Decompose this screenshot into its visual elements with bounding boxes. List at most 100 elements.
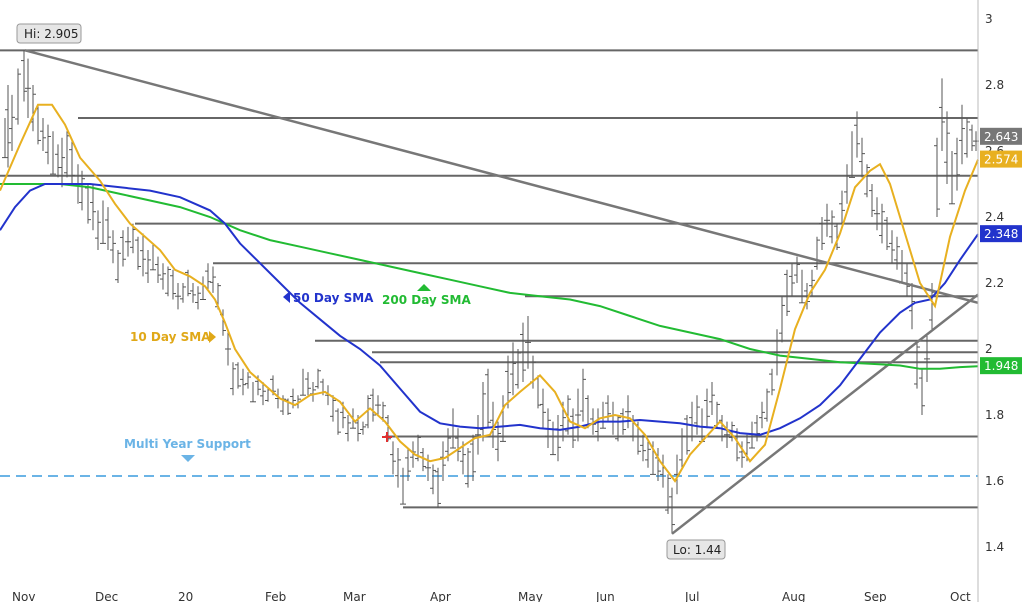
price-bar	[375, 395, 381, 415]
hi-label-text: Hi: 2.905	[24, 27, 79, 41]
price-bar	[470, 434, 476, 481]
price-bar	[455, 428, 461, 462]
price-bar	[45, 124, 51, 165]
price-bar	[420, 448, 426, 472]
price-bar	[540, 388, 546, 429]
price-bar	[580, 368, 586, 422]
price-bar	[814, 236, 820, 270]
price-bar	[185, 269, 191, 297]
price-bar	[200, 276, 206, 300]
x-tick-label: Jul	[684, 590, 699, 602]
50-day-sma-line	[0, 183, 979, 436]
price-bar	[110, 230, 116, 264]
price-bar	[939, 78, 945, 151]
price-bar	[909, 283, 915, 330]
x-tick-label: Apr	[430, 590, 451, 602]
price-tag-bg	[980, 150, 1022, 168]
price-bar	[235, 362, 241, 389]
price-bar	[315, 368, 321, 389]
price-bar	[100, 200, 106, 244]
price-bar	[50, 131, 56, 175]
price-bar	[774, 329, 780, 376]
price-tag-bg	[980, 127, 1022, 145]
price-bar	[859, 137, 865, 178]
horizontal-levels	[0, 49, 978, 509]
price-bar	[180, 283, 186, 303]
y-tick-label: 2	[985, 342, 993, 356]
y-tick-label: 2.4	[985, 210, 1004, 224]
price-bar	[230, 362, 236, 396]
price-bar	[889, 230, 895, 264]
x-tick-label: Aug	[782, 590, 805, 602]
price-bar	[759, 401, 765, 429]
support-arrow-icon	[181, 455, 195, 462]
y-tick-label: 2.8	[985, 78, 1004, 92]
price-bar	[500, 395, 506, 442]
price-bar	[69, 141, 75, 184]
price-bar	[105, 207, 111, 250]
price-bar	[969, 124, 975, 151]
price-bar	[260, 382, 266, 406]
price-bar	[175, 283, 181, 310]
price-bar	[40, 118, 46, 151]
price-bar	[440, 441, 446, 481]
price-bar	[679, 428, 685, 468]
price-bar	[944, 111, 950, 184]
price-bar	[784, 269, 790, 316]
x-tick-label: Mar	[343, 590, 366, 602]
price-bar	[115, 250, 121, 283]
price-bar	[140, 233, 146, 277]
price-bar	[849, 131, 855, 178]
price-bar	[505, 355, 511, 409]
price-bar	[370, 388, 376, 422]
x-tick-label: Jun	[595, 590, 615, 602]
price-tag-bg	[980, 357, 1022, 375]
price-bar	[250, 382, 256, 403]
price-tag-text: 2.643	[984, 130, 1018, 144]
price-bar	[480, 382, 486, 442]
price-bar	[9, 94, 15, 151]
price-bar	[709, 382, 715, 415]
price-bar	[345, 415, 351, 442]
price-bar	[724, 421, 730, 448]
price-bar	[640, 434, 646, 462]
price-bar	[160, 263, 166, 290]
price-bar	[684, 415, 690, 455]
price-bar	[645, 441, 651, 468]
price-bar	[625, 395, 631, 429]
price-bar	[794, 256, 800, 283]
x-tick-label: 20	[178, 590, 193, 602]
ohlc-bars	[2, 50, 979, 534]
price-bar	[615, 415, 621, 442]
price-bar	[335, 408, 341, 435]
sma50-label: 50 Day SMA	[293, 291, 374, 305]
sma200-arrow-icon	[417, 284, 431, 291]
price-tags: 2.643 2.574 2.348 1.948	[980, 127, 1022, 375]
price-bar	[824, 203, 830, 237]
y-tick-label: 2.2	[985, 276, 1004, 290]
sma200-label: 200 Day SMA	[382, 293, 472, 307]
price-bar	[300, 368, 306, 396]
price-bar	[739, 441, 745, 468]
price-bar	[864, 164, 870, 198]
sma10-label: 10 Day SMA	[130, 330, 211, 344]
trend-line-0	[24, 49, 979, 305]
price-bar	[520, 322, 526, 382]
price-bar	[754, 415, 760, 442]
y-tick-label: 1.6	[985, 474, 1004, 488]
price-bar	[914, 342, 920, 389]
price-tag: 2.348	[980, 225, 1022, 243]
price-bar	[365, 395, 371, 429]
price-bar	[330, 395, 336, 422]
price-bar	[854, 111, 860, 158]
price-bar	[450, 408, 456, 449]
price-bar	[600, 401, 606, 429]
price-bar	[225, 332, 231, 366]
price-bar	[475, 415, 481, 455]
price-tag-bg	[980, 225, 1022, 243]
price-bar	[435, 467, 441, 508]
price-bar	[150, 243, 156, 271]
price-bar	[575, 388, 581, 442]
200-day-sma-line	[0, 183, 979, 370]
